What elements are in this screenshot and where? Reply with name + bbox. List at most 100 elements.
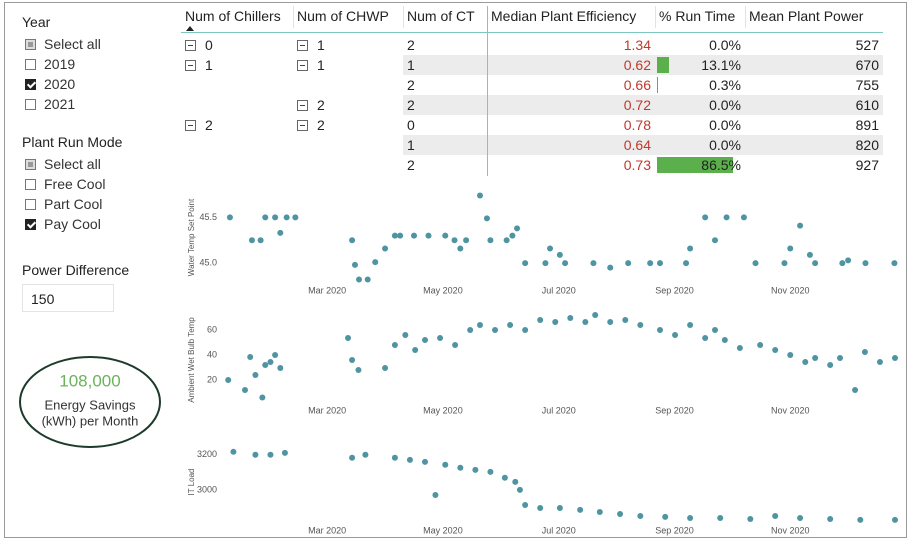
expand-icon[interactable] [185,119,196,131]
expand-icon[interactable] [185,59,196,71]
column-header[interactable]: Num of CT [407,8,475,24]
column-header[interactable]: Num of CHWP [297,8,389,24]
point [509,232,516,239]
point [672,332,679,338]
checkbox[interactable] [25,58,36,70]
table-cell: 86.5% [701,157,741,173]
checkbox[interactable] [25,78,36,90]
checkbox[interactable] [25,178,36,190]
checkbox[interactable] [25,98,36,110]
point [522,327,529,333]
point [522,501,529,508]
point [355,367,362,373]
point [501,474,508,481]
column-header[interactable]: Median Plant Efficiency [491,8,637,24]
point [637,322,644,328]
table-cell: 0.0% [709,37,741,53]
table-cell: 0.3% [709,77,741,93]
point [252,372,259,378]
point [411,232,418,239]
cell-text: 2 [317,117,325,133]
checkbox[interactable] [25,198,36,210]
column-header[interactable]: Mean Plant Power [749,8,864,24]
point [277,365,284,371]
expand-icon[interactable] [297,59,308,71]
point [349,357,356,363]
y-tick-label: 45.5 [199,212,217,222]
point [503,237,510,244]
table-cell: 891 [745,115,883,135]
slicer-item-label: Pay Cool [44,216,101,232]
checkbox[interactable] [25,38,36,50]
cell-text: 2 [407,37,415,53]
cell-text: 0.66 [623,77,651,93]
column-header[interactable]: % Run Time [659,8,736,24]
point [272,214,279,221]
slicer-item[interactable]: 2021 [25,96,75,112]
run-time-bar [657,57,669,73]
point [372,259,379,266]
expand-icon[interactable] [185,39,196,51]
slicer-item[interactable]: Part Cool [25,196,102,212]
point [382,365,389,371]
slicer-item[interactable]: Free Cool [25,176,105,192]
cell-text: 2 [205,117,213,133]
point [257,237,264,244]
point [467,327,474,333]
expand-icon[interactable] [297,99,308,111]
point [625,260,632,267]
table-cell: 1 [293,55,403,75]
slicer-item[interactable]: 2020 [25,76,75,92]
column-divider [745,6,746,28]
point [252,451,259,458]
table-cell: 1 [403,55,487,75]
point [562,260,569,267]
x-tick-label: Mar 2020 [308,525,346,535]
point [345,335,352,341]
point [277,229,284,236]
table-cell: 1.34 [487,35,655,55]
point [787,352,794,358]
cell-text: 0.64 [623,137,651,153]
card-value: 108,000 [59,371,120,390]
card-label: Energy Savings [44,397,136,412]
x-tick-label: Sep 2020 [655,525,694,535]
point [442,461,449,468]
checkbox[interactable] [25,158,36,170]
point [412,347,419,353]
expand-icon[interactable] [297,39,308,51]
table-cell: 2 [293,95,403,115]
checkbox[interactable] [25,218,36,230]
y-tick-label: 60 [207,324,217,334]
point [622,317,629,323]
point [283,214,290,221]
point [711,327,718,333]
slicer-item[interactable]: Select all [25,36,101,52]
table-cell: 2 [403,35,487,55]
table-cell: 0.0% [709,137,741,153]
point [442,232,449,239]
point [812,355,819,361]
point [364,276,371,283]
point [891,260,898,267]
cell-text: 2 [407,77,415,93]
table-cell: 2 [181,115,293,135]
cell-text: 1 [317,57,325,73]
table-cell: 755 [745,75,883,95]
slicer-item[interactable]: Pay Cool [25,216,101,232]
x-tick-label: Sep 2020 [655,405,694,415]
point [596,509,603,516]
slicer-item[interactable]: Select all [25,156,101,172]
point [837,355,844,361]
point [463,237,470,244]
cell-text: 0.78 [623,117,651,133]
point [391,342,398,348]
power-difference-input[interactable]: 150 [22,284,114,312]
column-header[interactable]: Num of Chillers [185,8,281,24]
point [487,468,494,475]
slicer-item[interactable]: 2019 [25,56,75,72]
point [827,362,834,368]
matrix-table: Num of Chillers 0 1 2 Num of CHWP 1 1 2 2 Num of … [0,0,913,180]
expand-icon[interactable] [297,119,308,131]
cell-text: 820 [855,137,879,153]
